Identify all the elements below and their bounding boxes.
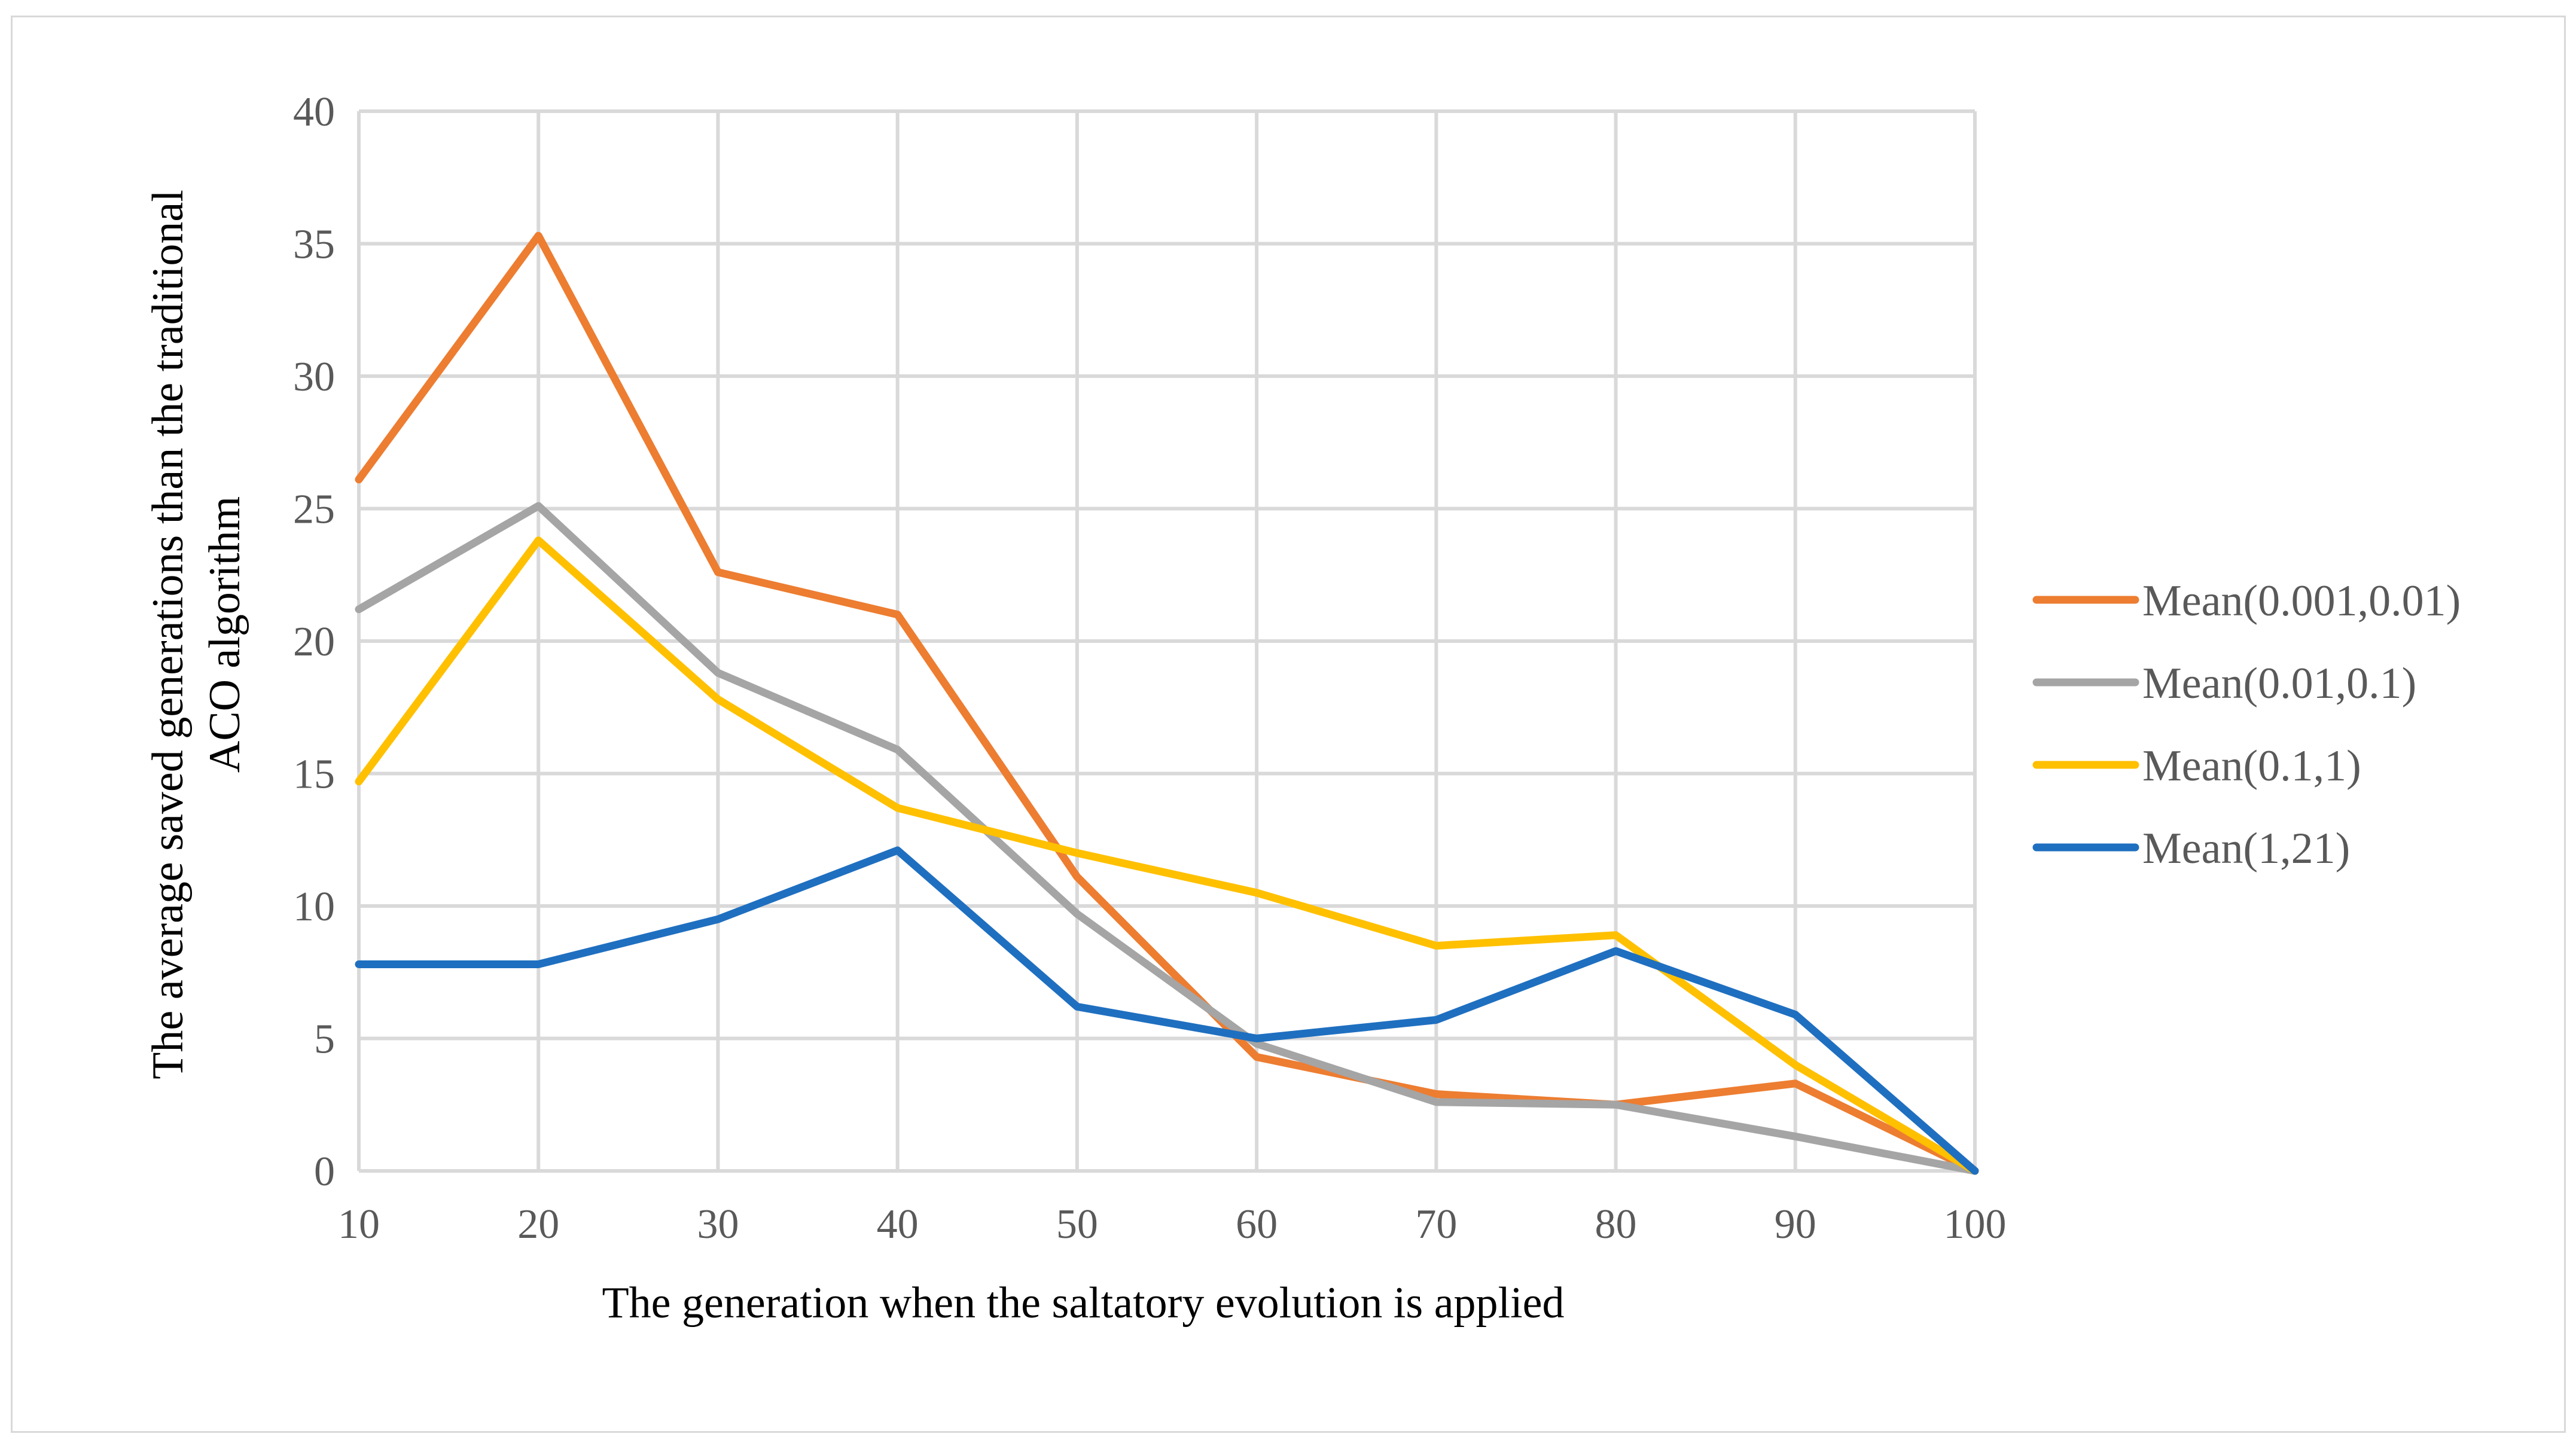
legend: Mean(0.001,0.01) Mean(0.01,0.1) Mean(0.1,1…: [2032, 576, 2461, 873]
series-line-2: [355, 502, 1979, 1175]
y-tick-label: 25: [293, 487, 335, 533]
x-tick-label: 90: [1775, 1201, 1816, 1247]
y-tick-label: 15: [293, 752, 335, 798]
x-tick-label: 60: [1236, 1201, 1278, 1247]
y-axis-tick-labels: 0 5 10 15 20 25 30 35 40: [293, 89, 335, 1195]
x-tick-label: 10: [338, 1201, 380, 1247]
chart-frame: [11, 16, 2566, 1433]
legend-label-1: Mean(0.001,0.01): [2142, 576, 2461, 626]
y-tick-label: 30: [293, 354, 335, 400]
y-tick-label: 5: [314, 1017, 335, 1063]
legend-label-3: Mean(0.1,1): [2142, 742, 2361, 791]
legend-label-4: Mean(1,21): [2142, 824, 2350, 873]
series-line-4: [355, 846, 1979, 1175]
y-axis-title-line-2: ACO algorithm: [200, 496, 249, 773]
x-tick-label: 40: [877, 1201, 919, 1247]
x-axis-title: The generation when the saltatory evolut…: [602, 1279, 1564, 1328]
x-tick-label: 80: [1595, 1201, 1637, 1247]
y-tick-label: 35: [293, 222, 335, 268]
gridlines: [357, 109, 1977, 1173]
series-line-3: [355, 536, 1979, 1175]
x-tick-label: 70: [1415, 1201, 1457, 1247]
series-lines: [355, 231, 1979, 1175]
x-tick-label: 100: [1944, 1201, 2007, 1247]
y-tick-label: 40: [293, 89, 335, 135]
y-axis-title-line-1: The average saved generations than the t…: [144, 190, 193, 1079]
x-tick-label: 50: [1056, 1201, 1098, 1247]
x-axis-tick-labels: 10 20 30 40 50 60 70 80 90 100: [338, 1201, 2007, 1247]
legend-label-2: Mean(0.01,0.1): [2142, 659, 2416, 708]
y-tick-label: 10: [293, 884, 335, 930]
series-line-1: [355, 231, 1979, 1175]
y-tick-label: 20: [293, 619, 335, 665]
x-tick-label: 30: [697, 1201, 739, 1247]
x-tick-label: 20: [517, 1201, 559, 1247]
y-tick-label: 0: [314, 1149, 335, 1195]
y-axis-title: The average saved generations than the t…: [144, 190, 249, 1079]
